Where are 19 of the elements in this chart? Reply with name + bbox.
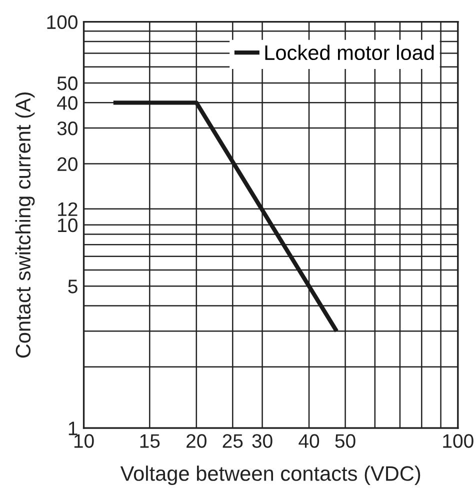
x-axis-title: Voltage between contacts (VDC) [120,466,420,486]
x-tick-label: 25 [222,434,243,448]
y-tick-label: 50 [57,76,78,90]
y-axis-title: Contact switching current (A) [15,92,35,358]
y-tick-label: 20 [58,157,78,172]
y-tick-label: 30 [57,121,78,136]
x-tick-label: 20 [186,434,206,448]
x-tick-label: 15 [140,434,160,448]
y-tick-label: 5 [68,280,78,294]
x-tick-label: 30 [252,434,272,448]
y-tick-label: 1 [68,422,78,436]
legend-label: Locked motor load [265,44,434,60]
x-tick-label: 100 [443,434,474,448]
x-tick-label: 40 [298,434,320,448]
y-tick-label: 10 [58,218,78,232]
y-tick-label: 100 [47,15,78,30]
x-tick-label: 50 [335,434,356,448]
y-tick-label: 40 [57,96,78,110]
y-tick-label: 12 [58,202,78,216]
